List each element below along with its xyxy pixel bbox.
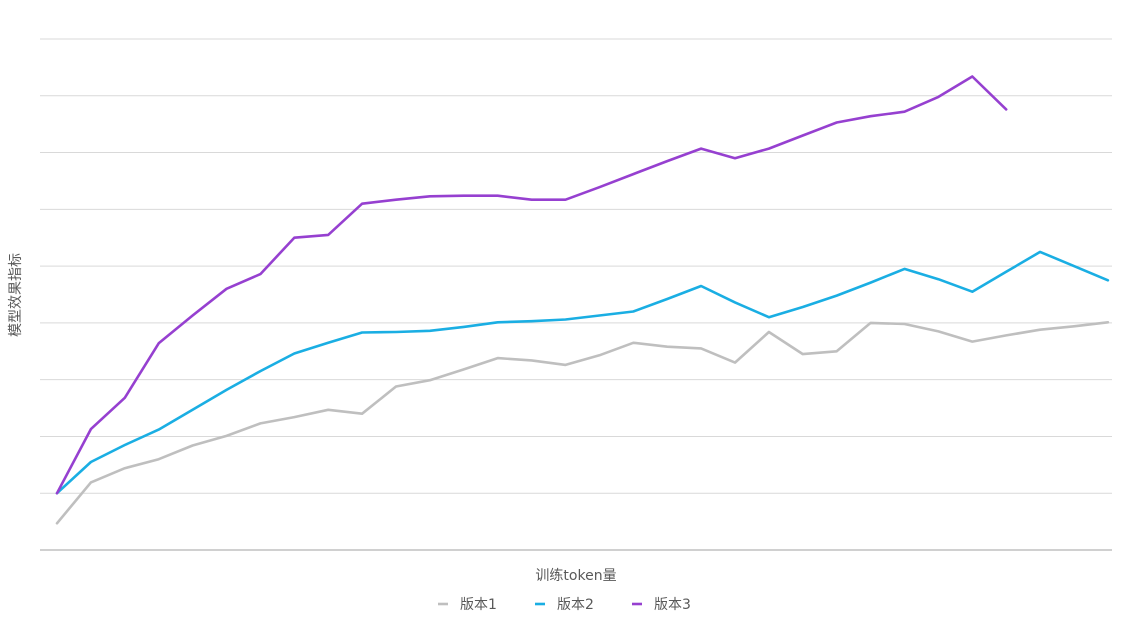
legend: 版本1 版本2 版本3 — [438, 597, 691, 613]
y-axis-label: 模型效果指标 — [8, 253, 24, 337]
series-line-2 — [55, 250, 1110, 495]
series-group — [55, 75, 1110, 525]
legend-item-3: 版本3 — [632, 597, 691, 613]
gridlines — [40, 38, 1112, 494]
legend-label: 版本1 — [460, 597, 497, 613]
legend-label: 版本3 — [654, 597, 691, 613]
series-line-1 — [55, 320, 1110, 525]
legend-label: 版本2 — [557, 597, 594, 613]
legend-item-1: 版本1 — [438, 597, 497, 613]
legend-item-2: 版本2 — [535, 597, 594, 613]
x-axis-label: 训练token量 — [535, 568, 616, 584]
series-line-3 — [55, 75, 1008, 495]
